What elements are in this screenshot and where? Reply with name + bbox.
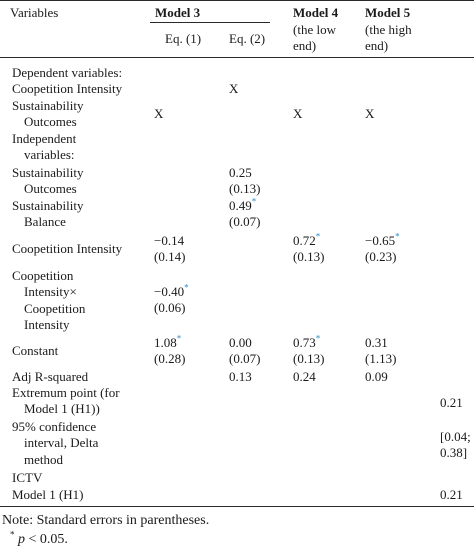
significance-asterisk: * bbox=[315, 333, 321, 344]
cell-sust-outcomes-eq2-coef: 0.25 bbox=[229, 165, 252, 180]
row-constant-label: Constant bbox=[12, 343, 59, 358]
cell-constant-eq1-coef: 1.08* bbox=[154, 334, 181, 351]
header-model5-sub2: end) bbox=[365, 38, 389, 53]
cell-coop-intensity-m5-se: (0.23) bbox=[365, 249, 397, 264]
cell-sust-balance-eq2-coef: 0.49* bbox=[229, 197, 256, 214]
cell-sust-outcomes-dep-eq1: X bbox=[154, 106, 164, 121]
cell-constant-eq1-se: (0.28) bbox=[154, 351, 186, 366]
cell-adj-r2-eq2: 0.13 bbox=[229, 369, 252, 384]
significance-asterisk: * bbox=[184, 282, 189, 293]
row-adj-r2-label: Adj R-squared bbox=[12, 369, 89, 384]
cell-constant-eq2-coef: 0.00 bbox=[229, 335, 252, 350]
row-coop-intensity-label: Coopetition Intensity bbox=[12, 241, 123, 256]
row-ci-label-2: interval, Delta bbox=[24, 435, 99, 450]
coef-value: −0.65 bbox=[365, 233, 396, 248]
header-model4-sub1: (the low bbox=[293, 22, 336, 37]
table-bottom-rule bbox=[0, 506, 474, 507]
cell-coop-intensity-m4-se: (0.13) bbox=[293, 249, 325, 264]
table-top-rule bbox=[0, 0, 474, 1]
row-interaction-label-4: Intensity bbox=[24, 317, 70, 332]
header-model5-sub1: (the high bbox=[365, 22, 412, 37]
cell-coop-intensity-m5-coef: −0.65* bbox=[365, 232, 400, 249]
row-sust-outcomes-label-2: Outcomes bbox=[24, 181, 77, 196]
header-bottom-rule bbox=[0, 57, 474, 58]
cell-sust-outcomes-dep-m5: X bbox=[365, 106, 375, 121]
cell-adj-r2-m5: 0.09 bbox=[365, 369, 388, 384]
cell-coop-intensity-dep-eq2: X bbox=[229, 81, 239, 96]
note-p-symbol: p bbox=[18, 532, 25, 547]
row-independent-header-1: Independent bbox=[12, 131, 77, 146]
row-ictv-label-2: Model 1 (H1) bbox=[12, 487, 84, 502]
header-model5: Model 5 bbox=[365, 5, 411, 20]
cell-constant-m5-se: (1.13) bbox=[365, 351, 397, 366]
row-independent-header-2: variables: bbox=[24, 147, 75, 162]
cell-interaction-eq1-se: (0.06) bbox=[154, 300, 186, 315]
cell-adj-r2-m4: 0.24 bbox=[293, 369, 316, 384]
coef-value: −0.40 bbox=[154, 284, 185, 299]
coef-value: 1.08 bbox=[154, 335, 177, 350]
significance-asterisk: * bbox=[176, 333, 182, 344]
cell-coop-intensity-eq1-coef: −0.14 bbox=[154, 233, 185, 248]
significance-note: * p < 0.05. bbox=[10, 529, 68, 548]
header-model4-sub2: end) bbox=[293, 38, 317, 53]
cell-sust-outcomes-dep-m4: X bbox=[293, 106, 303, 121]
header-model4: Model 4 bbox=[293, 5, 339, 20]
cell-coop-intensity-m4-coef: 0.72* bbox=[293, 232, 320, 249]
row-extremum-label-2: Model 1 (H1)) bbox=[24, 401, 100, 416]
significance-asterisk: * bbox=[251, 196, 257, 207]
table-note: Note: Standard errors in parentheses. bbox=[2, 513, 210, 528]
header-variables: Variables bbox=[10, 5, 59, 20]
cell-sust-outcomes-eq2-se: (0.13) bbox=[229, 181, 261, 196]
row-extremum-label-1: Extremum point (for bbox=[12, 385, 120, 400]
row-sust-balance-label-2: Balance bbox=[24, 214, 66, 229]
row-sust-outcomes-dep-label-1: Sustainability bbox=[12, 98, 84, 113]
coef-value: 0.49 bbox=[229, 198, 252, 213]
model3-underline bbox=[150, 22, 270, 23]
note-threshold: < 0.05. bbox=[25, 532, 68, 547]
coef-value: 0.72 bbox=[293, 233, 316, 248]
cell-ictv-value: 0.21 bbox=[440, 487, 463, 502]
note-asterisk: * bbox=[10, 529, 15, 540]
significance-asterisk: * bbox=[395, 231, 400, 242]
cell-constant-m4-coef: 0.73* bbox=[293, 334, 320, 351]
cell-constant-eq2-se: (0.07) bbox=[229, 351, 261, 366]
cell-ci-value-2: 0.38] bbox=[440, 445, 468, 460]
row-ci-label-1: 95% confidence bbox=[12, 419, 97, 434]
cell-constant-m4-se: (0.13) bbox=[293, 351, 325, 366]
significance-asterisk: * bbox=[315, 231, 321, 242]
row-ictv-label-1: ICTV bbox=[12, 470, 43, 485]
coef-value: 0.73 bbox=[293, 335, 316, 350]
cell-coop-intensity-eq1-se: (0.14) bbox=[154, 249, 186, 264]
cell-constant-m5-coef: 0.31 bbox=[365, 335, 388, 350]
row-dependent-header: Dependent variables: bbox=[12, 65, 123, 80]
row-interaction-label-3: Coopetition bbox=[24, 301, 86, 316]
row-interaction-label-2: Intensity× bbox=[24, 284, 77, 299]
cell-interaction-eq1-coef: −0.40* bbox=[154, 283, 189, 300]
header-eq1: Eq. (1) bbox=[165, 31, 202, 46]
row-sust-outcomes-dep-label-2: Outcomes bbox=[24, 114, 77, 129]
header-eq2: Eq. (2) bbox=[229, 31, 266, 46]
row-coop-intensity-dep-label: Coopetition Intensity bbox=[12, 81, 123, 96]
cell-sust-balance-eq2-se: (0.07) bbox=[229, 214, 261, 229]
cell-extremum-value: 0.21 bbox=[440, 395, 463, 410]
cell-ci-value-1: [0.04; bbox=[440, 429, 471, 444]
row-sust-outcomes-label-1: Sustainability bbox=[12, 165, 84, 180]
header-model3: Model 3 bbox=[155, 5, 201, 20]
row-interaction-label-1: Coopetition bbox=[12, 268, 74, 283]
row-ci-label-3: method bbox=[24, 452, 63, 467]
row-sust-balance-label-1: Sustainability bbox=[12, 198, 84, 213]
